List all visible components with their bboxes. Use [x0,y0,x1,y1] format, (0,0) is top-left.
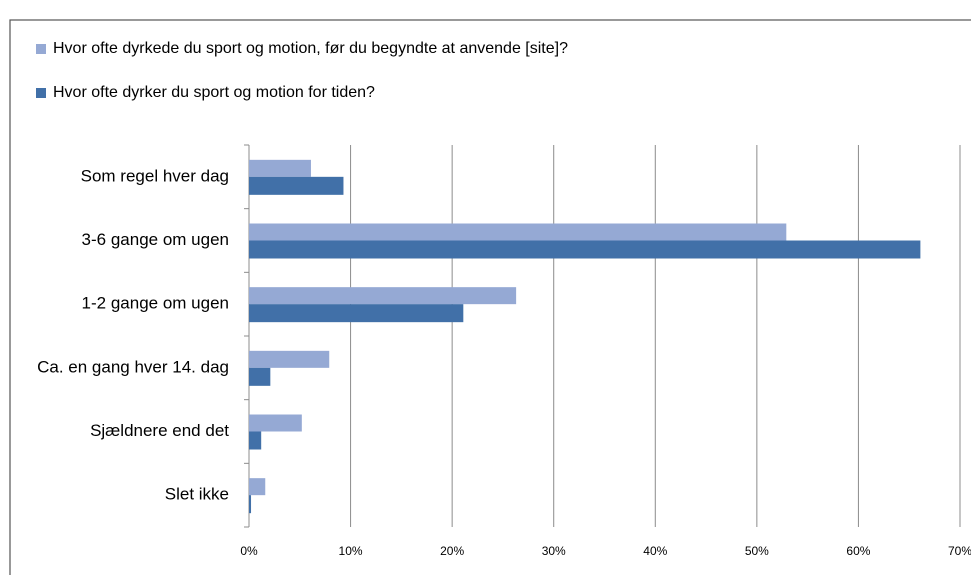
y-tick-label: 1-2 gange om ugen [82,294,229,313]
legend-swatch [36,88,46,98]
x-tick-label: 60% [846,544,870,558]
x-tick-label: 50% [745,544,769,558]
y-tick-label: Som regel hver dag [81,166,229,185]
legend-swatch [36,44,46,54]
bar [249,223,787,241]
bar [249,240,921,259]
x-tick-label: 0% [240,544,258,558]
x-tick-label: 10% [339,544,363,558]
legend-label: Hvor ofte dyrker du sport og motion for … [53,84,375,101]
bar [249,350,330,368]
x-tick-label: 40% [643,544,667,558]
y-tick-label: Ca. en gang hver 14. dag [37,357,229,376]
bar [249,159,311,177]
bar [249,304,464,323]
x-tick-label: 30% [542,544,566,558]
x-tick-label: 20% [440,544,464,558]
bar [249,478,266,496]
y-tick-label: Sjældnere end det [90,421,229,440]
bar [249,176,344,195]
y-tick-label: Slet ikke [165,485,229,504]
bar [249,495,252,514]
bar [249,431,262,450]
bar [249,414,302,432]
bar [249,367,271,386]
x-tick-label: 70% [948,544,971,558]
y-tick-label: 3-6 gange om ugen [82,230,229,249]
legend-label: Hvor ofte dyrkede du sport og motion, fø… [53,40,568,57]
bar [249,287,517,305]
